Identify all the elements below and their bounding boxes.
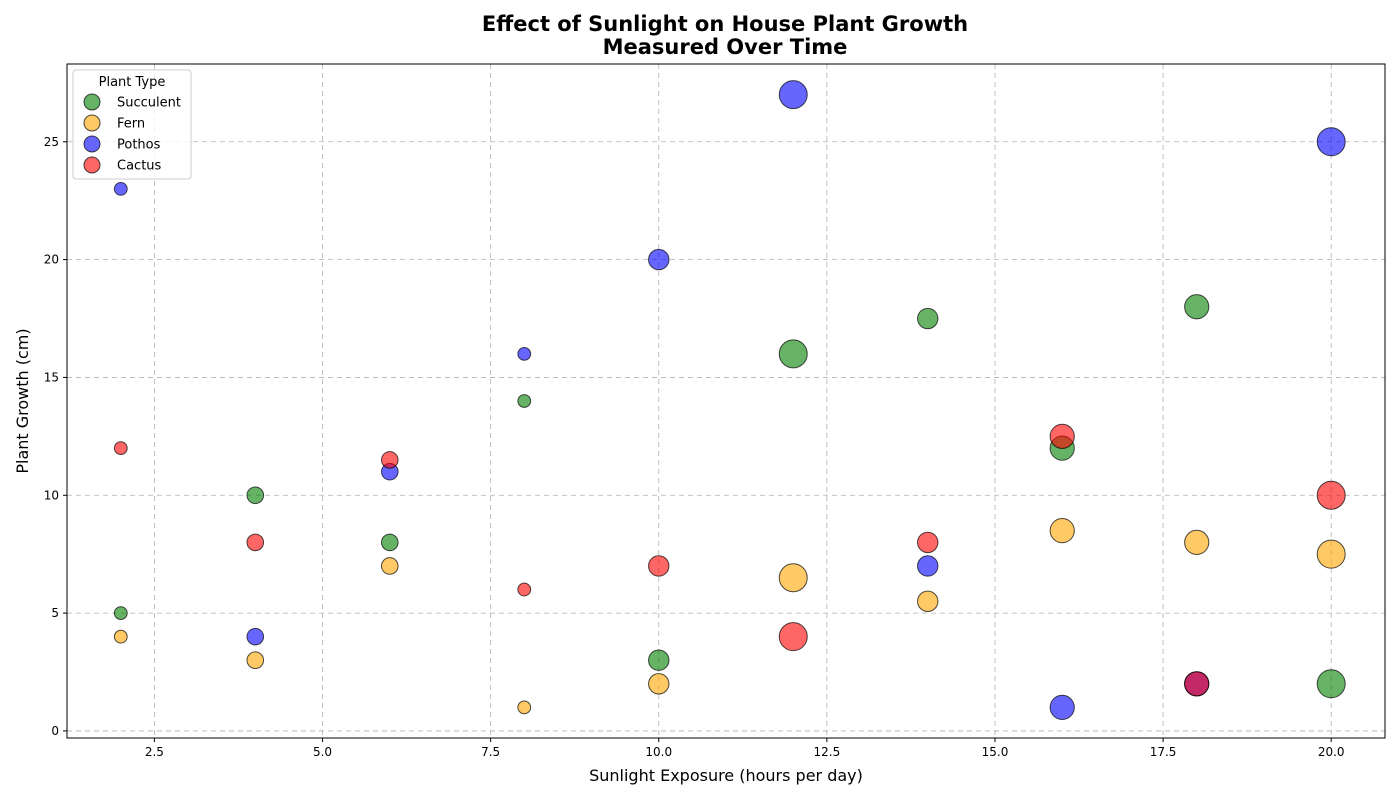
axis-ticks: 2.5 5.0 7.5 10.0 12.5 15.0 17.5 20.0 0 5 10 15 20 25 xyxy=(44,135,1345,759)
data-point-cactus xyxy=(1049,423,1075,449)
data-point-succulent xyxy=(917,307,939,330)
chart-title-line-1: Effect of Sunlight on House Plant Growth xyxy=(482,12,968,36)
legend-label-cactus: Cactus xyxy=(117,159,162,174)
data-point-pothos xyxy=(113,182,128,196)
chart-title-line-2: Measured Over Time xyxy=(603,35,848,59)
data-point-cactus xyxy=(648,555,670,577)
x-tick-label: 20.0 xyxy=(1318,745,1345,759)
x-tick-label: 15.0 xyxy=(982,745,1009,759)
y-axis-label: Plant Growth (cm) xyxy=(13,328,32,473)
data-point-pothos xyxy=(1049,694,1075,720)
data-point-fern xyxy=(1316,539,1346,569)
data-point-cactus xyxy=(246,533,265,552)
data-point-fern xyxy=(246,651,265,670)
x-tick-label: 2.5 xyxy=(145,745,164,759)
legend-title: Plant Type xyxy=(99,75,166,90)
y-tick-label: 20 xyxy=(44,253,59,267)
legend-box xyxy=(72,69,192,180)
legend-marker-succulent xyxy=(83,93,101,111)
data-point-succulent xyxy=(1316,669,1346,699)
data-point-succulent xyxy=(113,606,128,620)
data-point-fern xyxy=(778,563,808,593)
legend-marker-pothos xyxy=(83,135,101,153)
data-point-pothos xyxy=(648,248,670,271)
grid xyxy=(67,64,1385,738)
data-point-fern xyxy=(917,590,939,613)
legend-items: Succulent Fern Pothos Cactus xyxy=(83,93,181,174)
data-point-succulent xyxy=(648,649,670,671)
x-tick-label: 12.5 xyxy=(814,745,841,759)
x-tick-label: 5.0 xyxy=(313,745,332,759)
x-tick-label: 7.5 xyxy=(481,745,500,759)
data-point-pothos xyxy=(246,627,265,646)
data-point-cactus xyxy=(778,622,808,652)
series-succulent xyxy=(113,294,1346,699)
y-tick-label: 10 xyxy=(44,488,59,502)
legend-marker-cactus xyxy=(83,156,101,174)
y-tick-label: 0 xyxy=(51,724,59,738)
data-point-succulent xyxy=(246,486,265,505)
data-point-cactus xyxy=(113,441,128,456)
data-point-succulent xyxy=(1184,294,1210,320)
data-point-fern xyxy=(517,700,532,715)
legend-label-fern: Fern xyxy=(117,117,145,132)
series-cactus xyxy=(113,423,1346,697)
y-tick-label: 15 xyxy=(44,370,59,384)
data-point-succulent xyxy=(778,339,808,369)
legend-label-pothos: Pothos xyxy=(117,138,161,153)
data-point-pothos xyxy=(517,346,532,361)
data-point-pothos xyxy=(778,80,808,110)
x-axis-label: Sunlight Exposure (hours per day) xyxy=(589,766,863,785)
legend-label-succulent: Succulent xyxy=(117,96,181,111)
data-point-cactus xyxy=(917,531,939,554)
data-point-pothos xyxy=(1316,127,1346,157)
data-point-succulent xyxy=(517,394,532,408)
legend: Plant Type Succulent Fern Pothos Cactus xyxy=(72,69,192,180)
data-point-fern xyxy=(113,629,128,644)
y-tick-label: 5 xyxy=(51,606,59,620)
y-tick-label: 25 xyxy=(44,135,59,149)
legend-marker-fern xyxy=(83,114,101,132)
data-point-fern xyxy=(648,673,670,695)
series-fern xyxy=(113,518,1346,715)
data-point-cactus xyxy=(517,582,532,597)
x-tick-label: 10.0 xyxy=(645,745,672,759)
data-point-cactus xyxy=(1316,480,1346,510)
data-points xyxy=(113,80,1346,720)
data-point-cactus xyxy=(1184,671,1210,697)
series-pothos xyxy=(113,80,1346,720)
data-point-fern xyxy=(380,557,399,575)
data-point-cactus xyxy=(380,451,399,469)
plot-frame xyxy=(66,63,1386,739)
x-tick-label: 17.5 xyxy=(1150,745,1177,759)
data-point-fern xyxy=(1049,518,1075,544)
data-point-succulent xyxy=(380,533,399,552)
data-point-fern xyxy=(1184,529,1210,555)
data-point-pothos xyxy=(917,555,939,577)
